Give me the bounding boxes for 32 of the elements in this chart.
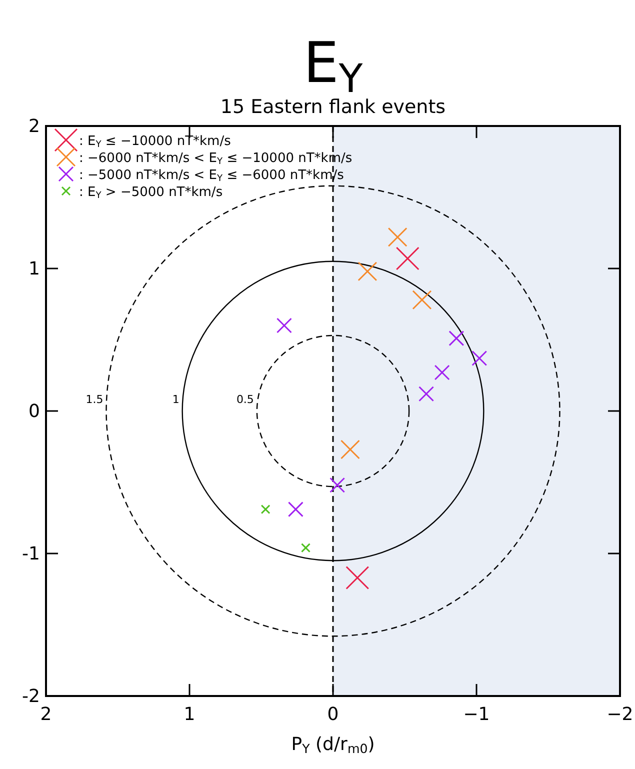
annotation: 0.5 <box>236 393 254 406</box>
y-tick-label: 1 <box>28 258 40 280</box>
annotation: 1.5 <box>86 393 104 406</box>
point <box>412 290 432 310</box>
y-tick-label: 0 <box>28 401 40 422</box>
legend-label: : E$_{Y}$ ≤ −10000 nT*km/s <box>79 134 232 150</box>
x-tick-label: −2 <box>606 704 634 725</box>
annotation: 1 <box>172 393 180 406</box>
point <box>472 350 488 366</box>
point <box>358 262 378 282</box>
y-tick-label: -1 <box>22 544 40 564</box>
x-axis-title: P$_{Y}$ (d/r$_{m0}$) <box>291 734 375 756</box>
point <box>340 440 360 460</box>
point <box>300 543 310 553</box>
point <box>276 318 292 334</box>
point <box>346 566 370 590</box>
legend-label: : −6000 nT*km/s < E$_{Y}$ ≤ −10000 nT*km/s <box>79 151 352 168</box>
x-tick-label: 1 <box>184 704 196 725</box>
legend-label: : E$_{Y}$ > −5000 nT*km/s <box>79 185 223 202</box>
point <box>434 364 450 380</box>
point <box>396 246 420 270</box>
point <box>330 477 346 493</box>
point <box>448 330 464 346</box>
y-tick-label: 2 <box>28 116 40 137</box>
legend-label: : −5000 nT*km/s < E$_{Y}$ ≤ −6000 nT*km/s <box>79 168 344 184</box>
point <box>388 227 408 247</box>
x-tick-label: −1 <box>463 704 490 725</box>
point <box>418 386 434 402</box>
point <box>288 502 304 518</box>
y-tick-label: -2 <box>22 686 40 707</box>
point <box>260 504 270 514</box>
x-tick-label: 0 <box>327 704 339 725</box>
